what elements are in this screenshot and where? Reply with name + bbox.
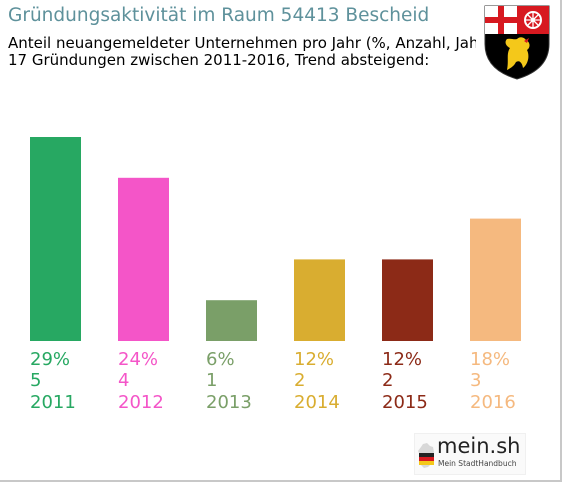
year-label-2014: 2014 [294, 392, 340, 413]
count-label-2012: 4 [118, 370, 129, 391]
germany-map-icon [418, 443, 434, 468]
percent-label-2016: 18% [470, 349, 510, 370]
rhineland-palatinate-coat-of-arms-icon [476, 2, 558, 82]
year-label-2011: 2011 [30, 392, 76, 413]
percent-label-2013: 6% [206, 349, 235, 370]
count-label-2014: 2 [294, 370, 305, 391]
bar-2014 [294, 259, 345, 341]
count-label-2015: 2 [382, 370, 393, 391]
percent-label-2011: 29% [30, 349, 70, 370]
year-label-2015: 2015 [382, 392, 428, 413]
percent-label-2014: 12% [294, 349, 334, 370]
bar-2016 [470, 218, 521, 341]
chart-title: Gründungsaktivität im Raum 54413 Beschei… [8, 5, 430, 26]
bar-2015 [382, 259, 433, 341]
chart-subtitle-1: Anteil neuangemeldeter Unternehmen pro J… [8, 34, 491, 52]
count-label-2013: 1 [206, 370, 217, 391]
count-label-2016: 3 [470, 370, 481, 391]
count-label-2011: 5 [30, 370, 41, 391]
bar-2012 [118, 177, 169, 341]
bar-2011 [30, 137, 81, 341]
percent-label-2015: 12% [382, 349, 422, 370]
brand-logo[interactable]: mein.sh Mein StadtHandbuch [414, 433, 526, 475]
year-label-2016: 2016 [470, 392, 516, 413]
bar-2013 [206, 300, 257, 341]
brand-tagline: Mein StadtHandbuch [438, 459, 517, 468]
chart-subtitle-2: 17 Gründungen zwischen 2011-2016, Trend … [8, 51, 430, 69]
year-label-2013: 2013 [206, 392, 252, 413]
brand-name: mein.sh [437, 434, 521, 458]
percent-label-2012: 24% [118, 349, 158, 370]
year-label-2012: 2012 [118, 392, 164, 413]
